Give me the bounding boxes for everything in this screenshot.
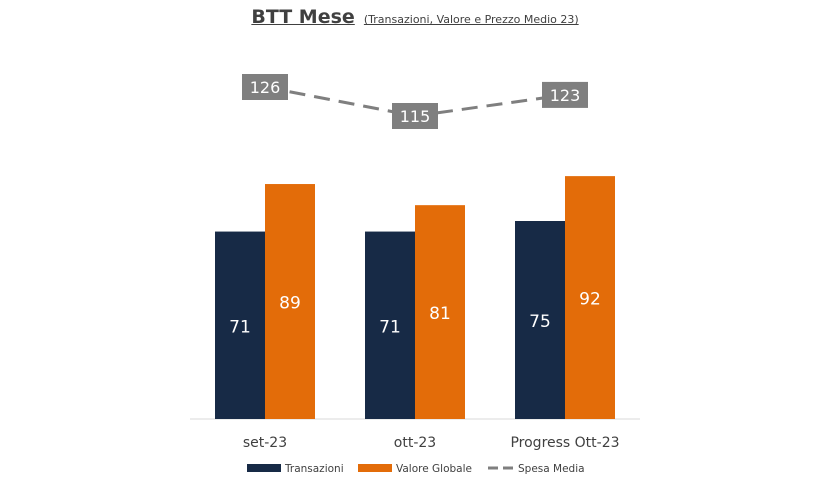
bar-transazioni-1 <box>365 231 415 419</box>
chart-title-block: BTT Mese (Transazioni, Valore e Prezzo M… <box>0 6 830 28</box>
data-label-transazioni-2: 75 <box>529 312 551 332</box>
line-label-box-1 <box>392 103 438 129</box>
legend-swatch-valore-globale <box>358 464 392 472</box>
legend-label-valore-globale: Valore Globale <box>396 463 472 475</box>
line-label-box-2 <box>542 81 588 108</box>
bar-valore-globale-2 <box>565 176 615 419</box>
legend-swatch-transazioni <box>247 464 281 472</box>
x-tick-label-2: Progress Ott-23 <box>510 435 619 451</box>
chart-subtitle: (Transazioni, Valore e Prezzo Medio 23) <box>363 13 579 26</box>
data-label-transazioni-1: 71 <box>379 317 401 337</box>
line-label-box-0 <box>242 74 288 100</box>
x-tick-label-1: ott-23 <box>394 435 436 451</box>
legend-label-transazioni: Transazioni <box>284 463 344 475</box>
x-tick-label-0: set-23 <box>243 435 287 451</box>
data-label-transazioni-0: 71 <box>229 317 251 337</box>
bar-valore-globale-1 <box>415 205 465 419</box>
line-label-spesa-media-0: 126 <box>250 78 281 97</box>
data-label-valore-globale-0: 89 <box>279 294 301 314</box>
bar-transazioni-0 <box>215 231 265 419</box>
line-label-spesa-media-1: 115 <box>400 107 431 126</box>
chart-title: BTT Mese <box>251 6 355 28</box>
data-label-valore-globale-1: 81 <box>429 304 451 324</box>
bar-transazioni-2 <box>515 221 565 419</box>
bar-valore-globale-0 <box>265 184 315 419</box>
data-label-valore-globale-2: 92 <box>579 290 601 310</box>
line-label-spesa-media-2: 123 <box>550 86 581 105</box>
legend-label-spesa-media: Spesa Media <box>518 463 585 475</box>
